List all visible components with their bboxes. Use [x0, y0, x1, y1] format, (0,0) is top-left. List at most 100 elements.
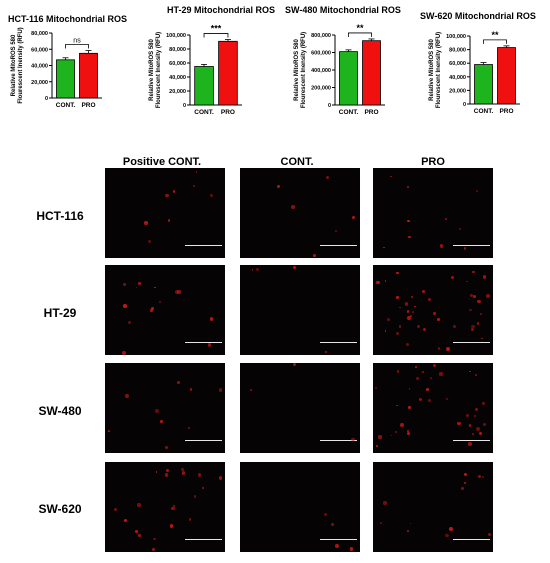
fluorescence-spot — [407, 405, 411, 409]
fluorescence-spot — [423, 328, 427, 332]
fluorescence-spot — [400, 423, 404, 428]
micrograph-hct116-pro — [373, 168, 493, 258]
y-tick-label: 20,000 — [449, 88, 466, 94]
significance-bracket — [483, 39, 507, 44]
y-tick-label: 0 — [463, 102, 466, 108]
fluorescence-spot — [414, 305, 416, 308]
fluorescence-spot — [335, 230, 338, 233]
fluorescence-spot — [409, 314, 412, 317]
fluorescence-spot — [325, 176, 330, 180]
fluorescence-spot — [478, 431, 483, 436]
column-label-pro: PRO — [421, 156, 445, 168]
y-tick-label: 60,000 — [449, 61, 466, 67]
fluorescence-spot — [407, 220, 410, 223]
fluorescence-spot — [376, 445, 379, 448]
fluorescence-spot — [469, 370, 471, 373]
fluorescence-spot — [171, 506, 175, 511]
fluorescence-spot — [476, 321, 480, 325]
fluorescence-spot — [172, 505, 175, 508]
fluorescence-spot — [407, 430, 409, 432]
x-tick-label: CONT. — [56, 102, 76, 109]
x-tick-label: PRO — [81, 102, 95, 109]
fluorescence-spot — [396, 296, 399, 299]
micrograph-ht29-pro — [373, 265, 493, 355]
fluorescence-spot — [439, 372, 443, 376]
fluorescence-spot — [181, 467, 185, 471]
fluorescence-spot — [481, 337, 484, 340]
fluorescence-spot — [445, 534, 449, 538]
fluorescence-spot — [384, 330, 387, 333]
chart-ht29: HT-29 Mitochondrial ROS 0 20,000 40,000 60,… — [135, 0, 275, 140]
fluorescence-spot — [166, 468, 170, 472]
row-label-sw620: SW-620 — [38, 502, 82, 516]
fluorescence-spot — [154, 286, 156, 289]
micrograph-hct116-cont — [240, 168, 360, 258]
chart-title: SW-480 Mitochondrial ROS — [285, 5, 401, 15]
x-tick-label: CONT. — [339, 109, 359, 116]
fluorescence-spot — [389, 175, 392, 178]
fluorescence-spot — [124, 393, 129, 398]
fluorescence-spot — [378, 435, 382, 439]
fluorescence-spot — [471, 433, 475, 436]
fluorescence-spot — [407, 431, 410, 435]
fluorescence-spot — [468, 423, 472, 427]
fluorescence-spot — [465, 413, 470, 418]
fluorescence-spot — [428, 298, 432, 302]
fluorescence-spot — [323, 513, 327, 517]
fluorescence-spot — [151, 547, 156, 552]
fluorescence-spot — [448, 526, 453, 531]
fluorescence-spot — [127, 320, 132, 325]
y-tick-label: 80,000 — [169, 47, 186, 53]
fluorescence-spot — [444, 217, 448, 221]
fluorescence-spot — [150, 308, 154, 312]
fluorescence-spot — [150, 306, 154, 310]
fluorescence-spot — [482, 275, 487, 279]
fluorescence-spot — [481, 475, 485, 479]
y-axis-label: Flourescent Inensity (RFU) — [301, 32, 307, 108]
bar-cont — [56, 59, 75, 99]
fluorescence-spot — [477, 474, 482, 479]
fluorescence-spot — [351, 438, 355, 442]
fluorescence-spot — [422, 370, 425, 373]
fluorescence-spot — [395, 271, 399, 275]
fluorescence-spot — [334, 544, 339, 549]
x-tick-label: CONT. — [194, 109, 214, 116]
y-tick-label: 0 — [183, 103, 186, 109]
fluorescence-spot — [193, 495, 197, 498]
bar-pro — [362, 40, 381, 106]
fluorescence-spot — [165, 193, 170, 198]
fluorescence-spot — [461, 487, 465, 491]
fluorescence-spot — [351, 216, 355, 220]
fluorescence-spot — [292, 266, 296, 270]
fluorescence-spot — [411, 310, 415, 314]
fluorescence-spot — [123, 518, 128, 523]
fluorescence-spot — [425, 387, 430, 392]
fluorescence-spot — [207, 343, 212, 347]
fluorescence-spot — [396, 404, 398, 407]
fluorescence-spot — [407, 530, 409, 532]
significance-bracket — [203, 33, 229, 38]
fluorescence-spot — [153, 537, 157, 541]
fluorescence-spot — [177, 290, 181, 294]
fluorescence-spot — [375, 387, 378, 390]
fluorescence-spot — [475, 408, 479, 412]
fluorescence-spot — [407, 316, 412, 321]
chart-title: SW-620 Mitochondrial ROS — [420, 11, 536, 21]
fluorescence-spot — [175, 289, 180, 294]
fluorescence-spot — [137, 503, 141, 507]
micrograph-sw480-pro — [373, 363, 493, 453]
fluorescence-spot — [383, 501, 387, 505]
y-axis-label: Relative MitoROS 580 — [11, 34, 17, 96]
y-tick-label: 600,000 — [311, 51, 331, 57]
fluorescence-spot — [475, 374, 477, 376]
fluorescence-spot — [437, 317, 441, 321]
fluorescence-spot — [250, 389, 252, 391]
fluorescence-spot — [218, 388, 223, 392]
fluorescence-spot — [164, 472, 169, 477]
chart-sw620: SW-620 Mitochondrial ROS 0 20,000 40,000 60… — [410, 0, 550, 140]
fluorescence-spot — [473, 414, 476, 417]
fluorescence-spot — [453, 324, 457, 329]
y-axis-label: Relative MitoROS 580 — [294, 38, 300, 100]
significance-label: ** — [491, 30, 499, 40]
fluorescence-spot — [404, 302, 409, 307]
